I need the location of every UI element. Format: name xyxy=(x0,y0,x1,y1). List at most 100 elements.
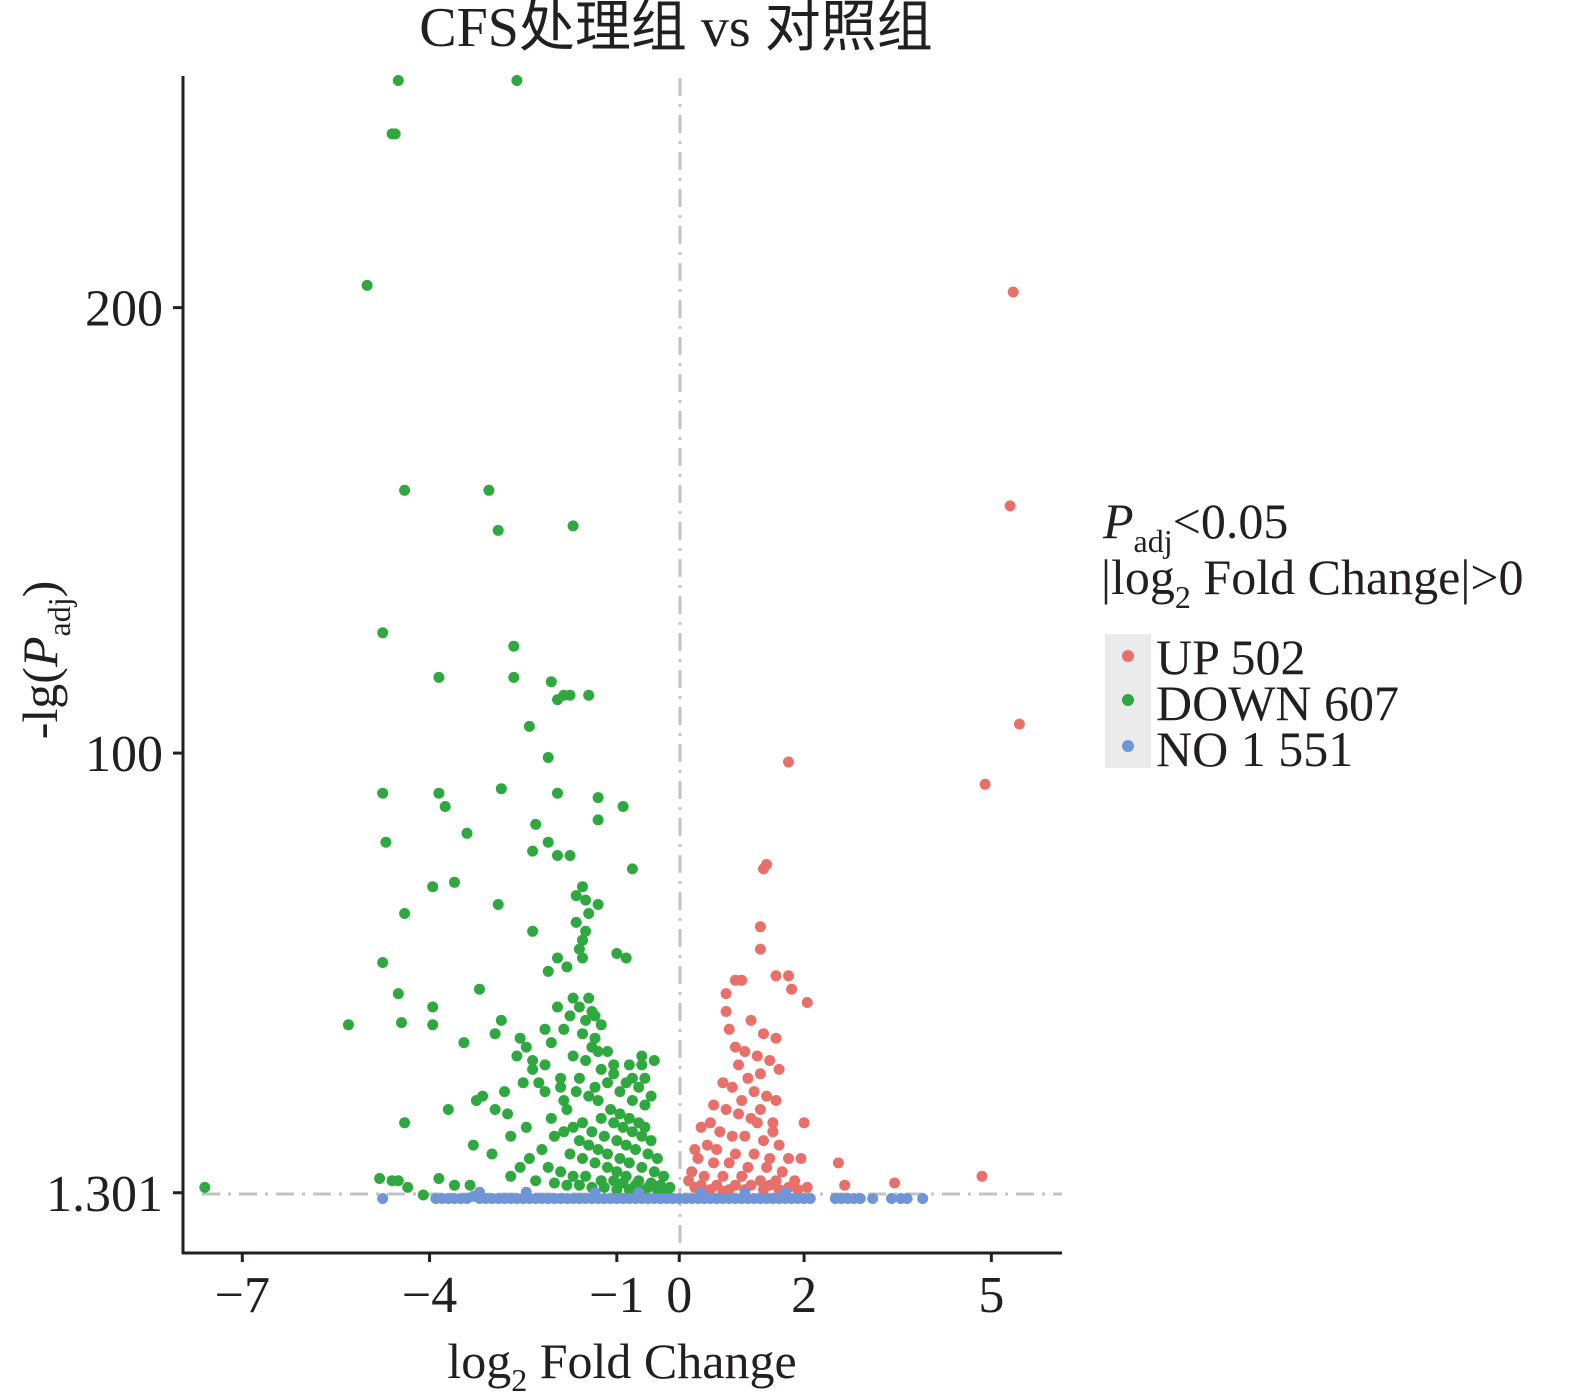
point-down-72 xyxy=(458,1037,470,1049)
point-down-89 xyxy=(533,1077,545,1089)
y-axis-ticks: 1.301 100 200 xyxy=(46,281,183,1223)
point-down-165 xyxy=(623,1184,635,1196)
point-down-122 xyxy=(651,1153,663,1164)
point-down-57 xyxy=(427,1001,439,1013)
point-down-5 xyxy=(399,484,411,496)
point-down-193 xyxy=(620,1077,632,1089)
legend-key-up xyxy=(1122,650,1134,662)
x-axis-title: log2 Fold Change xyxy=(447,1333,796,1396)
point-down-40 xyxy=(570,890,582,902)
point-up-60 xyxy=(776,1166,788,1178)
point-down-115 xyxy=(567,1121,579,1133)
point-no-75 xyxy=(633,1187,645,1199)
point-down-66 xyxy=(396,1017,407,1029)
point-up-19 xyxy=(758,1028,769,1040)
point-up-0 xyxy=(1007,286,1019,298)
point-up-42 xyxy=(695,1121,707,1133)
point-down-176 xyxy=(374,1173,386,1184)
point-up-52 xyxy=(748,1148,760,1160)
point-down-41 xyxy=(592,899,604,910)
point-down-98 xyxy=(489,1104,501,1115)
point-down-152 xyxy=(608,1175,620,1187)
point-up-25 xyxy=(733,1059,744,1071)
point-down-187 xyxy=(639,1099,651,1111)
point-down-25 xyxy=(592,792,604,804)
point-down-120 xyxy=(630,1144,641,1155)
point-down-170 xyxy=(464,1179,476,1191)
point-down-50 xyxy=(552,952,563,964)
point-down-111 xyxy=(626,1126,638,1138)
point-up-51 xyxy=(729,1148,741,1160)
point-down-67 xyxy=(427,1019,439,1031)
point-up-21 xyxy=(729,1041,741,1053)
point-down-19 xyxy=(542,752,554,763)
point-up-15 xyxy=(720,988,732,1000)
point-up-50 xyxy=(711,1144,723,1155)
point-down-169 xyxy=(449,1179,460,1191)
point-down-60 xyxy=(567,992,579,1004)
point-up-2 xyxy=(1013,718,1025,730)
point-down-182 xyxy=(561,1104,573,1115)
y-tick-label-0: 1.301 xyxy=(46,1166,163,1223)
point-down-116 xyxy=(586,1126,598,1138)
point-down-203 xyxy=(520,1041,532,1053)
point-down-100 xyxy=(502,1108,514,1120)
point-up-35 xyxy=(708,1099,720,1111)
point-down-128 xyxy=(602,1148,613,1160)
point-no-72 xyxy=(474,1186,485,1198)
point-down-69 xyxy=(558,1023,570,1035)
point-down-61 xyxy=(583,992,595,1004)
point-down-190 xyxy=(527,1063,539,1075)
point-up-55 xyxy=(692,1153,704,1164)
point-down-135 xyxy=(523,1153,535,1164)
point-up-62 xyxy=(698,1170,710,1182)
point-up-12 xyxy=(801,997,813,1008)
point-down-102 xyxy=(592,1095,604,1106)
point-down-159 xyxy=(548,1177,560,1189)
point-down-70 xyxy=(577,1028,588,1040)
point-up-10 xyxy=(783,970,794,982)
point-down-175 xyxy=(199,1181,211,1193)
point-up-63 xyxy=(717,1170,729,1182)
point-no-78 xyxy=(779,1187,791,1199)
point-no-66 xyxy=(854,1193,866,1204)
point-up-43 xyxy=(714,1126,726,1138)
point-down-92 xyxy=(583,1090,595,1102)
point-up-92 xyxy=(751,1117,763,1129)
point-up-38 xyxy=(733,1108,744,1120)
point-no-68 xyxy=(886,1193,897,1204)
point-down-183 xyxy=(589,1081,601,1093)
point-down-80 xyxy=(527,1055,539,1066)
point-down-0 xyxy=(392,75,404,86)
point-no-61 xyxy=(804,1193,816,1204)
point-down-158 xyxy=(530,1175,542,1187)
point-up-9 xyxy=(770,970,782,982)
point-down-108 xyxy=(595,1112,607,1124)
point-down-164 xyxy=(611,1184,623,1196)
point-down-103 xyxy=(605,1104,617,1115)
point-up-41 xyxy=(704,1117,716,1129)
point-down-174 xyxy=(417,1189,429,1201)
point-up-18 xyxy=(745,1014,757,1026)
point-up-20 xyxy=(770,1032,782,1044)
point-down-4 xyxy=(361,279,373,291)
point-down-156 xyxy=(651,1184,663,1196)
point-down-54 xyxy=(611,948,623,959)
point-up-44 xyxy=(726,1130,738,1142)
legend: Padj<0.05 |log2 Fold Change|>0 UP 502 DO… xyxy=(1101,493,1524,777)
point-up-30 xyxy=(726,1081,738,1093)
point-down-74 xyxy=(514,1032,526,1044)
point-down-181 xyxy=(545,1112,557,1124)
point-up-87 xyxy=(832,1157,844,1169)
x-tick-label-0: −7 xyxy=(215,1267,270,1324)
x-axis-ticks: −7 −4 −1 0 2 5 xyxy=(215,1252,1004,1324)
point-up-48 xyxy=(701,1139,713,1151)
point-down-107 xyxy=(639,1121,651,1133)
legend-key-no xyxy=(1122,740,1134,752)
point-up-45 xyxy=(739,1130,751,1142)
point-down-58 xyxy=(392,988,404,1000)
point-down-123 xyxy=(558,1126,570,1138)
point-down-42 xyxy=(492,899,504,910)
point-up-22 xyxy=(739,1046,751,1057)
